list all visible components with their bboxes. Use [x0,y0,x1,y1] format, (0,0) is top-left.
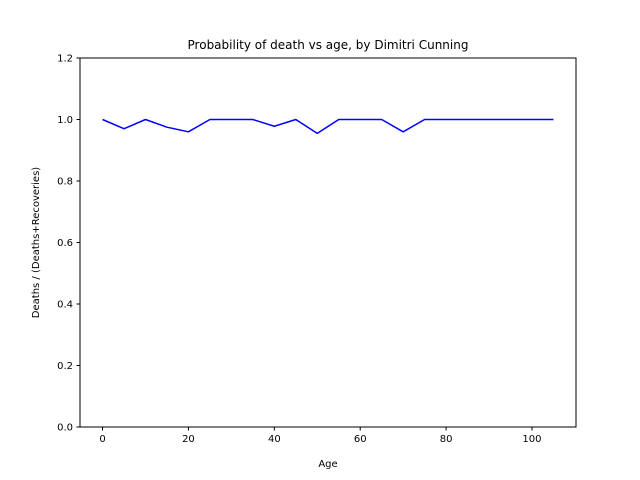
x-tick-label: 80 [440,434,453,445]
y-axis-label: Deaths / (Deaths+Recoveries) [31,167,42,318]
x-axis-label: Age [318,459,337,470]
y-tick-label: 1.2 [57,54,73,65]
x-tick-label: 100 [522,434,541,445]
series-layer [102,118,554,135]
plot-area [79,57,577,428]
x-tick-label: 40 [268,434,281,445]
y-tick-label: 0.0 [57,423,73,434]
y-tick-label: 0.2 [57,361,73,372]
series-line [102,118,554,135]
x-tick-label: 20 [182,434,195,445]
x-axis: 0 20 40 60 80 100 [99,427,542,445]
y-axis: 0.0 0.2 0.4 0.6 0.8 1.0 1.2 [57,54,80,434]
x-tick-label: 0 [99,434,105,445]
chart-title: Probability of death vs age, by Dimitri … [188,38,469,52]
y-tick-label: 0.6 [57,238,73,249]
y-tick-label: 0.8 [57,177,73,188]
y-tick-label: 1.0 [57,115,73,126]
y-tick-label: 0.4 [57,300,73,311]
plot-frame [79,57,577,428]
x-tick-label: 60 [354,434,367,445]
